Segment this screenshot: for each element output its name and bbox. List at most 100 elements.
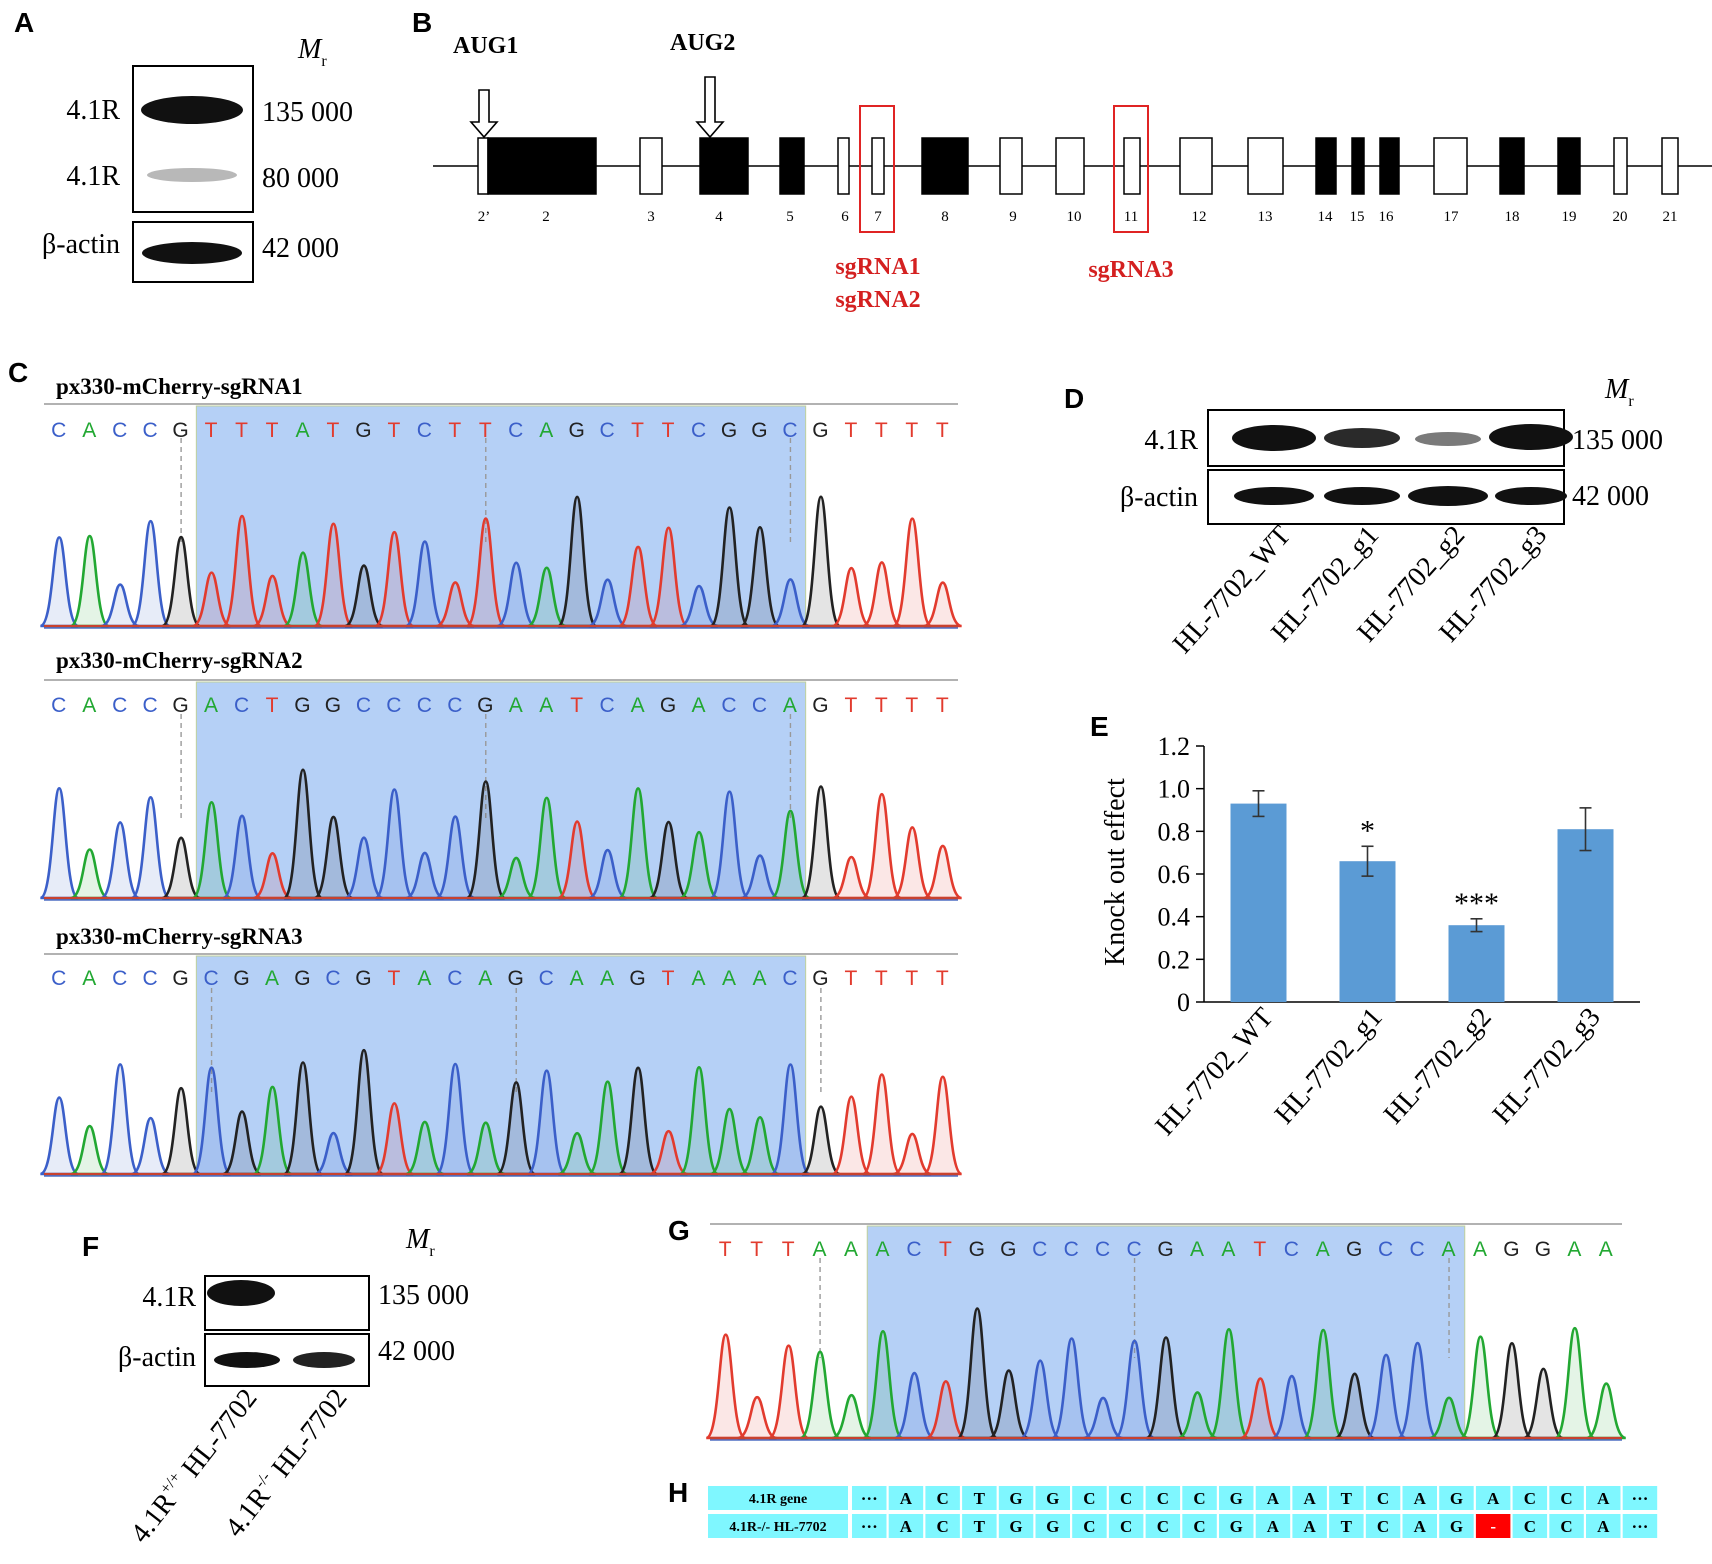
peak-T bbox=[313, 522, 354, 628]
alignment-row-label-cell bbox=[708, 1486, 848, 1510]
base-call: C bbox=[51, 967, 67, 990]
alignment-base: C bbox=[1157, 1489, 1169, 1508]
base-call: T bbox=[387, 419, 401, 442]
alignment-cell bbox=[1072, 1486, 1107, 1510]
base-call: T bbox=[936, 419, 950, 442]
exon-number: 18 bbox=[1505, 209, 1520, 225]
peak-A bbox=[679, 830, 719, 900]
weight-a2: 80 000 bbox=[262, 163, 339, 194]
peak-G bbox=[282, 768, 324, 900]
bar-HL-7702_g2 bbox=[1448, 925, 1505, 1002]
base-call: C bbox=[721, 694, 737, 717]
alignment-base: - bbox=[1490, 1517, 1496, 1536]
base-call: G bbox=[172, 694, 189, 717]
base-call: C bbox=[143, 967, 159, 990]
x-tick-label: HL-7702_g2 bbox=[1378, 1002, 1498, 1130]
base-call: C bbox=[1126, 1238, 1142, 1261]
exon-19 bbox=[1557, 137, 1581, 195]
panel-c: C C A C C G T T T A T G T C T T C A G C T T C G G C G T T T Tpx330-mC… bbox=[8, 357, 963, 1177]
base-call: C bbox=[691, 419, 707, 442]
peak-G bbox=[343, 1048, 385, 1176]
alignment-cell bbox=[1219, 1486, 1254, 1510]
peak-A bbox=[191, 800, 232, 900]
peak-G bbox=[1491, 1342, 1533, 1440]
peak-C bbox=[527, 1069, 567, 1176]
base-call: G bbox=[812, 967, 829, 990]
peak-G bbox=[801, 1105, 841, 1176]
base-call: T bbox=[782, 1238, 796, 1261]
panel-label-a: A bbox=[14, 7, 34, 38]
base-call: C bbox=[203, 967, 219, 990]
chromatogram-sgrna2: C A C C G A C T G G C C C C G A A T C A G A C C A G T T T Tpx330-mChe… bbox=[39, 648, 963, 901]
base-call: T bbox=[266, 419, 280, 442]
panel-e: E Knock out effect 0 0.2 0.4 0.6 0.8 1.0 1.2 HL… bbox=[1090, 711, 1640, 1142]
alignment-base: C bbox=[937, 1517, 949, 1536]
base-call: T bbox=[875, 694, 889, 717]
bar-HL-7702_WT bbox=[1230, 803, 1287, 1002]
alignment-base: ··· bbox=[1631, 1517, 1648, 1536]
alignment-cell bbox=[1622, 1514, 1658, 1538]
weight-d1: 135 000 bbox=[1572, 425, 1663, 456]
alignment-cell bbox=[888, 1486, 924, 1510]
base-call: A bbox=[600, 967, 615, 990]
peak-C bbox=[314, 1131, 353, 1176]
exon-15 bbox=[1351, 137, 1365, 195]
peak-A bbox=[527, 566, 567, 628]
peak-C bbox=[435, 1062, 476, 1176]
peak-A bbox=[1586, 1382, 1627, 1440]
alignment-base: G bbox=[1450, 1489, 1463, 1508]
base-call: A bbox=[692, 967, 707, 990]
base-call: T bbox=[266, 694, 280, 717]
peak-A bbox=[588, 1080, 628, 1176]
exon-1 bbox=[477, 137, 489, 195]
base-call: A bbox=[204, 694, 219, 717]
peak-C bbox=[222, 814, 262, 900]
peak-T bbox=[768, 1344, 809, 1440]
exon-number: 20 bbox=[1613, 209, 1628, 225]
base-call: G bbox=[629, 967, 646, 990]
exon-number: 11 bbox=[1124, 209, 1138, 225]
base-call: C bbox=[51, 694, 67, 717]
alignment-base: C bbox=[1560, 1489, 1572, 1508]
peak-T bbox=[192, 571, 232, 628]
base-call: G bbox=[812, 694, 829, 717]
panel-h: H 4.1R gene ··· A C T G G C C C C G A A T C A G A C C A ···4.1… bbox=[668, 1477, 1658, 1538]
peak-A bbox=[831, 1393, 872, 1440]
peak-T bbox=[831, 1095, 871, 1176]
alignment-base: C bbox=[1193, 1489, 1205, 1508]
base-call: T bbox=[875, 967, 889, 990]
exon-number: 5 bbox=[786, 209, 794, 225]
peak-C bbox=[131, 519, 171, 628]
base-call: G bbox=[1346, 1238, 1363, 1261]
peak-T bbox=[862, 561, 902, 628]
base-call: G bbox=[172, 419, 189, 442]
peak-T bbox=[892, 517, 932, 628]
exon-3 bbox=[639, 137, 663, 195]
x-tick-label: HL-7702_g1 bbox=[1269, 1002, 1389, 1130]
base-call: A bbox=[417, 967, 432, 990]
base-call: A bbox=[509, 694, 524, 717]
exon-number: 4 bbox=[715, 209, 723, 225]
peak-G bbox=[222, 1110, 262, 1176]
base-call: T bbox=[570, 694, 584, 717]
base-call: C bbox=[782, 419, 798, 442]
alignment-base: C bbox=[1120, 1517, 1132, 1536]
exon-18 bbox=[1499, 137, 1525, 195]
peak-A bbox=[1208, 1327, 1250, 1440]
peak-T bbox=[923, 581, 963, 628]
panel-d: D Mr 4.1R β-actin 135 000 42 000 HL-7702… bbox=[1064, 374, 1663, 660]
base-call: A bbox=[82, 967, 97, 990]
alignment-cell bbox=[1329, 1486, 1364, 1510]
base-call: T bbox=[875, 419, 889, 442]
panel-label-d: D bbox=[1064, 383, 1084, 414]
panel-label-h: H bbox=[668, 1477, 688, 1508]
panel-label-b: B bbox=[412, 7, 432, 38]
protospacer-highlight bbox=[195, 955, 807, 1175]
base-call: A bbox=[722, 967, 737, 990]
peak-A bbox=[466, 1121, 506, 1176]
exon-number: 14 bbox=[1318, 209, 1334, 225]
base-call: T bbox=[719, 1238, 733, 1261]
peak-T bbox=[649, 1129, 688, 1176]
alignment-cell bbox=[1329, 1514, 1364, 1538]
